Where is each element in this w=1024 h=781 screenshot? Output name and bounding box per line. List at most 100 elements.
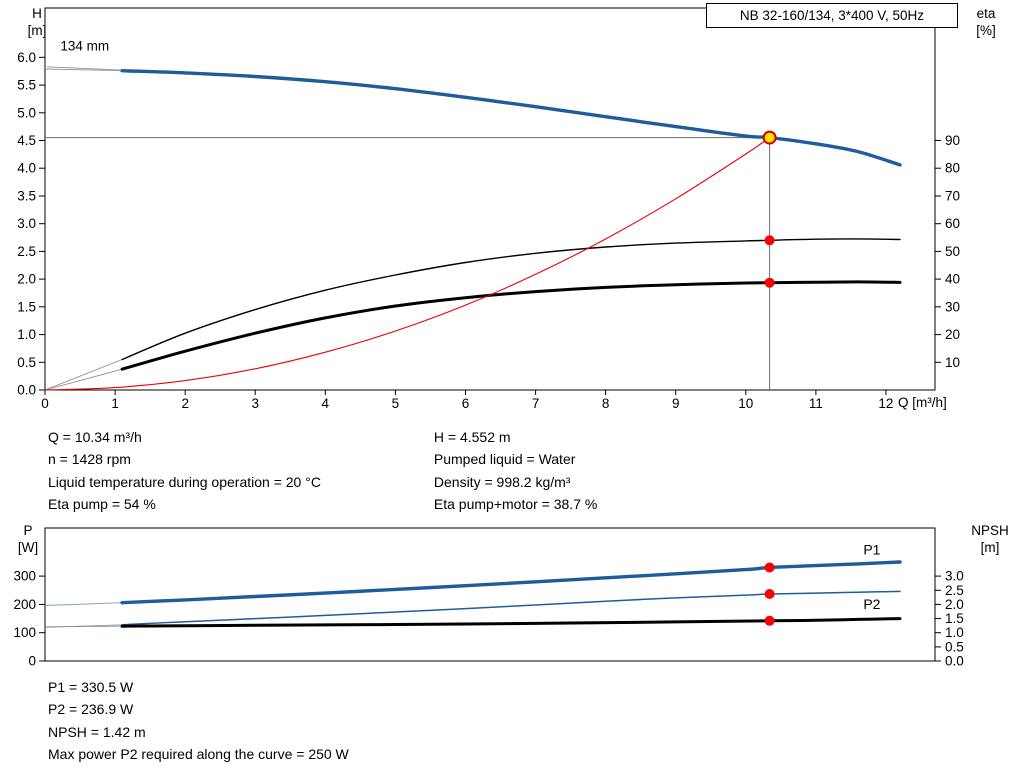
tick-label: 4.5: [17, 133, 36, 148]
eta-pump-curve-extension: [44, 359, 123, 391]
info-line: H = 4.552 m: [433, 429, 511, 445]
q-axis-title: Q [m³/h]: [898, 395, 947, 410]
tick-label: 8: [602, 396, 610, 411]
tick-label: 3.5: [17, 189, 36, 204]
info-line: Q = 10.34 m³/h: [48, 429, 142, 445]
tick-label: 9: [672, 396, 680, 411]
duty-info-block: Q = 10.34 m³/h n = 1428 rpm Liquid tempe…: [48, 426, 597, 516]
tick-label: 90: [945, 133, 960, 148]
duty-info-right-column: H = 4.552 m Pumped liquid = Water Densit…: [434, 426, 597, 516]
tick-label: 0.0: [17, 383, 36, 398]
tick-label: 4: [322, 396, 330, 411]
tick-label: 10: [945, 355, 960, 370]
plot-border: [44, 7, 936, 391]
p-axis-title-unit: [W]: [17, 540, 39, 555]
tick-label: 2.5: [17, 244, 36, 259]
tick-label: 6.0: [17, 50, 36, 65]
tick-label: 0: [41, 396, 49, 411]
tick-label: 80: [945, 161, 960, 176]
tick-label: 70: [945, 189, 960, 204]
tick-label: 1.5: [17, 299, 36, 314]
eta-pump-motor-curve-extension: [44, 368, 123, 391]
tick-label: 1: [111, 396, 119, 411]
tick-label: 6: [462, 396, 470, 411]
tick-label: 1.0: [17, 327, 36, 342]
tick-label: 30: [945, 299, 960, 314]
qh-curve-extension: [44, 68, 123, 72]
info-line: Pumped liquid = Water: [433, 451, 576, 468]
info-line: P1 = 330.5 W: [48, 679, 134, 695]
tick-label: 11: [809, 396, 823, 411]
tick-label: 2.0: [17, 272, 36, 287]
h-axis-title: H [m]: [20, 5, 54, 39]
npsh-curve: [120, 617, 902, 628]
h-axis-title-name: H: [32, 6, 42, 21]
info-line: Liquid temperature during operation = 20…: [48, 473, 321, 490]
tick-label: 60: [945, 216, 960, 231]
tick-label: 1.0: [945, 625, 964, 640]
tick-label: 100: [13, 625, 36, 640]
tick-label: 3.0: [945, 569, 964, 584]
tick-label: 2: [181, 396, 189, 411]
tick-label: 7: [532, 396, 540, 411]
pump-title-box: NB 32-160/134, 3*400 V, 50Hz: [706, 3, 958, 28]
tick-label: 4.0: [17, 161, 36, 176]
tick-label: 1.5: [945, 611, 964, 626]
eta-pump-motor-curve: [120, 280, 902, 371]
p-axis-title: P [W]: [10, 522, 46, 556]
tick-label: 0.5: [17, 355, 36, 370]
tick-label: 2.5: [945, 583, 964, 598]
eta-pump-curve: [121, 238, 901, 361]
operating-point-dot: [764, 589, 775, 599]
tick-label: 40: [945, 272, 960, 287]
system-curve: [44, 137, 771, 391]
npsh-curve-extension: [44, 625, 123, 628]
tick-label: 12: [878, 396, 893, 411]
tick-label: 10: [738, 396, 753, 411]
qh-curve: [120, 69, 902, 167]
p1-curve-label: P1: [863, 541, 880, 557]
h-axis-title-unit: [m]: [27, 23, 47, 38]
info-line: Eta pump+motor = 38.7 %: [433, 496, 598, 513]
chart-power-npsh: 0 100 200 300 0.00.51.01.52.02.53.0 P1 P2: [13, 527, 964, 669]
power-info-block: P1 = 330.5 W P2 = 236.9 W NPSH = 1.42 m …: [48, 676, 349, 766]
tick-label: 50: [945, 244, 960, 259]
tick-label: 2.0: [945, 597, 964, 612]
npsh-axis-title: NPSH [m]: [958, 522, 1022, 556]
eta-axis-title-name: eta: [976, 6, 996, 21]
info-line: NPSH = 1.42 m: [48, 723, 146, 740]
tick-label: 3.0: [17, 216, 36, 231]
tick-label: 5: [392, 396, 400, 411]
tick-label: 300: [13, 569, 36, 584]
info-line: Max power P2 required along the curve = …: [48, 746, 349, 763]
info-line: Density = 998.2 kg/m³: [433, 473, 571, 490]
info-line: n = 1428 rpm: [48, 451, 131, 468]
chart-qh-eta: 0.0 0.5 1.0 1.5 2.0 2.5 3.0 3.5 4.0 4.5 5.0 5.5 6.0 1…: [17, 7, 960, 411]
operating-point-dot: [764, 562, 775, 573]
plot-border: [44, 527, 936, 662]
tick-label: 0.0: [945, 654, 964, 669]
tick-label: 200: [13, 597, 36, 612]
tick-label: 3: [251, 396, 259, 411]
tick-label: 5.5: [17, 78, 36, 93]
p1-curve: [120, 560, 902, 605]
tick-label: 0: [28, 654, 36, 669]
info-line: P2 = 236.9 W: [48, 701, 134, 718]
duty-point-marker: [762, 130, 777, 145]
tick-label: 20: [945, 327, 960, 342]
tick-label: 0.5: [945, 639, 964, 654]
operating-point-dot: [764, 235, 775, 246]
impeller-diameter-label: 134 mm: [60, 39, 109, 54]
npsh-axis-title-unit: [m]: [980, 540, 1000, 555]
npsh-axis-title-name: NPSH: [971, 523, 1009, 538]
operating-point-dot: [764, 615, 775, 626]
p-axis-title-name: P: [23, 523, 33, 538]
info-line: Eta pump = 54 %: [48, 496, 156, 513]
p2-curve: [121, 590, 901, 626]
duty-info-left-column: Q = 10.34 m³/h n = 1428 rpm Liquid tempe…: [48, 426, 430, 516]
tick-label: 5.0: [17, 105, 36, 120]
p1-curve-extension: [44, 602, 123, 606]
p2-curve-label: P2: [863, 596, 880, 612]
